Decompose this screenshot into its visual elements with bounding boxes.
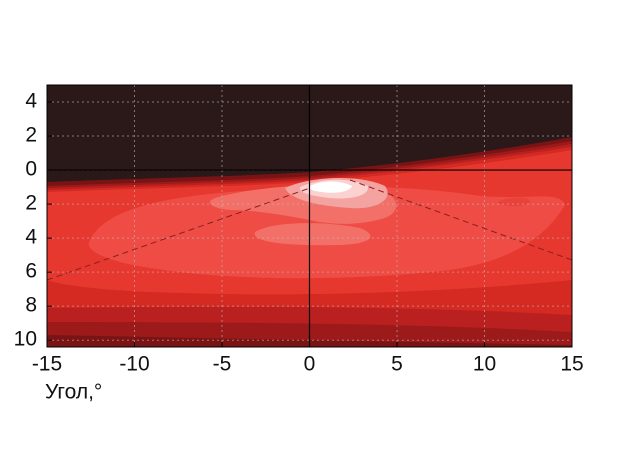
y-tick-label: 2 — [25, 192, 37, 215]
y-tick-label: 4 — [25, 90, 37, 113]
x-tick-label: -15 — [32, 353, 62, 376]
contour-field — [46, 85, 573, 347]
contour-line — [46, 187, 311, 281]
contour-band — [497, 197, 530, 207]
y-tick-label: 2 — [25, 124, 37, 147]
contour-band — [254, 223, 371, 246]
x-axis-label: Угол,° — [45, 381, 102, 404]
y-tick-label: 4 — [25, 226, 37, 249]
x-tick-label: -5 — [213, 353, 232, 376]
y-tick-label: 10 — [14, 328, 37, 351]
contour-band — [309, 181, 352, 193]
x-tick-label: 0 — [304, 353, 316, 376]
x-tick-label: 5 — [391, 353, 403, 376]
axes: -15 -10 -5 0 5 10 15 4 2 0 2 4 6 8 10 — [14, 84, 584, 376]
y-tick-label: 8 — [25, 294, 37, 317]
y-tick-label: 6 — [25, 260, 37, 283]
x-tick-label: 10 — [473, 353, 496, 376]
x-tick-label: 15 — [560, 353, 583, 376]
y-tick-label: 0 — [25, 158, 37, 181]
x-tick-label: -10 — [119, 353, 149, 376]
plot-frame — [46, 84, 573, 348]
